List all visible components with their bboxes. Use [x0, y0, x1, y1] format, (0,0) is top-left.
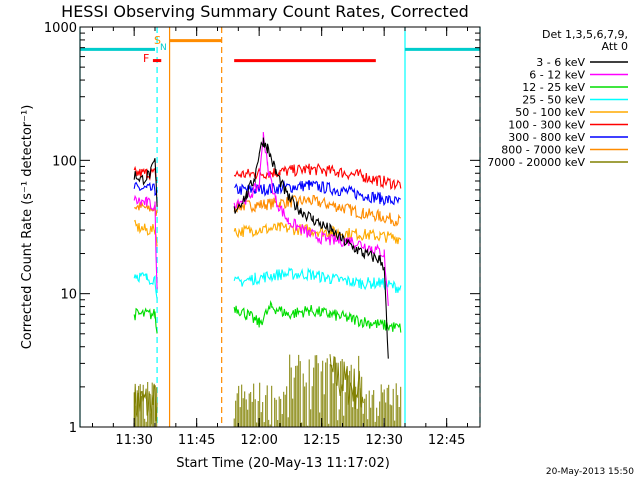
legend-label-4: 50 - 100 keV — [515, 106, 585, 119]
x-tick-label: 12:30 — [365, 433, 402, 448]
legend-label-1: 6 - 12 keV — [529, 69, 585, 82]
flag-letter-s: S — [154, 34, 161, 47]
flag-letter-n: N — [160, 43, 167, 53]
plot-area: SN F — [79, 27, 481, 427]
x-axis-label: Start Time (20-May-13 11:17:02) — [176, 456, 390, 471]
x-tick-label: 12:15 — [303, 433, 340, 448]
series-line-5 — [133, 162, 402, 191]
flag-letter-f: F — [143, 52, 149, 65]
series-line-0 — [133, 137, 389, 359]
y-tick-label: 100 — [52, 154, 77, 169]
series-line-7 — [133, 194, 402, 227]
x-tick-label: 11:30 — [115, 433, 152, 448]
y-tick-label: 1 — [69, 421, 77, 436]
series-line-4 — [133, 219, 402, 247]
series-line-6 — [133, 179, 401, 207]
chart-title: HESSI Observing Summary Count Rates, Cor… — [61, 2, 469, 21]
x-axis: 11:30 11:45 12:00 12:15 12:30 12:45 — [92, 27, 468, 448]
y-tick-label: 1000 — [44, 21, 77, 36]
y-tick-label: 10 — [60, 288, 77, 303]
legend-label-2: 12 - 25 keV — [522, 81, 585, 94]
timestamp: 20-May-2013 15:50 — [546, 467, 634, 477]
x-tick-label: 12:45 — [428, 433, 465, 448]
x-tick-label: 12:00 — [240, 433, 277, 448]
legend-label-3: 25 - 50 keV — [522, 94, 585, 107]
legend-header-line-2: Att 0 — [602, 40, 628, 53]
legend-label-8: 7000 - 20000 keV — [487, 156, 585, 169]
series-line-3 — [133, 267, 402, 300]
legend-label-0: 3 - 6 keV — [536, 56, 585, 69]
legend-header-line-1: Det 1,3,5,6,7,9, — [542, 28, 628, 41]
legend-label-6: 300 - 800 keV — [508, 131, 585, 144]
y-axis: 1 10 100 1000 — [44, 21, 480, 436]
legend-label-5: 100 - 300 keV — [508, 119, 585, 132]
legend-label-7: 800 - 7000 keV — [501, 144, 585, 157]
y-axis-label: Corrected Count Rate (s⁻¹ detector⁻¹) — [20, 105, 35, 350]
series-line-1 — [133, 131, 389, 306]
series-line-2 — [133, 299, 402, 334]
x-tick-label: 11:45 — [178, 433, 215, 448]
series-bars-7000-20000 — [133, 354, 402, 427]
